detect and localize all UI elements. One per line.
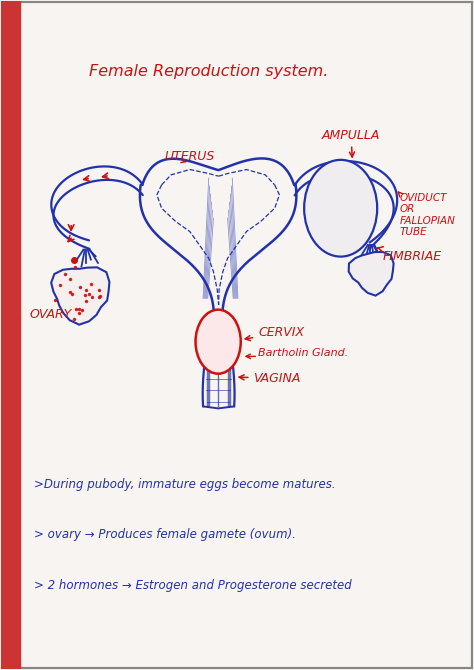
Text: AMPULLA: AMPULLA xyxy=(322,129,380,157)
Text: UTERUS: UTERUS xyxy=(164,150,214,163)
Text: VAGINA: VAGINA xyxy=(239,372,301,385)
Text: FIMBRIAE: FIMBRIAE xyxy=(377,247,442,263)
Text: > 2 hormones → Estrogen and Progesterone secreted: > 2 hormones → Estrogen and Progesterone… xyxy=(35,578,352,592)
Text: >During pubody, immature eggs become matures.: >During pubody, immature eggs become mat… xyxy=(35,478,336,492)
Polygon shape xyxy=(349,252,393,295)
Text: Female Reproduction system.: Female Reproduction system. xyxy=(89,64,328,79)
Bar xyxy=(1,1,20,669)
Text: Bartholin Gland.: Bartholin Gland. xyxy=(258,348,348,358)
Text: > ovary → Produces female gamete (ovum).: > ovary → Produces female gamete (ovum). xyxy=(35,529,296,541)
Text: OVARY: OVARY xyxy=(30,308,72,322)
Text: OVIDUCT
OR
FALLOPIAN
TUBE: OVIDUCT OR FALLOPIAN TUBE xyxy=(400,192,456,237)
Ellipse shape xyxy=(304,160,377,257)
Text: CERVIX: CERVIX xyxy=(245,326,304,340)
Circle shape xyxy=(196,310,241,374)
Polygon shape xyxy=(51,267,109,325)
